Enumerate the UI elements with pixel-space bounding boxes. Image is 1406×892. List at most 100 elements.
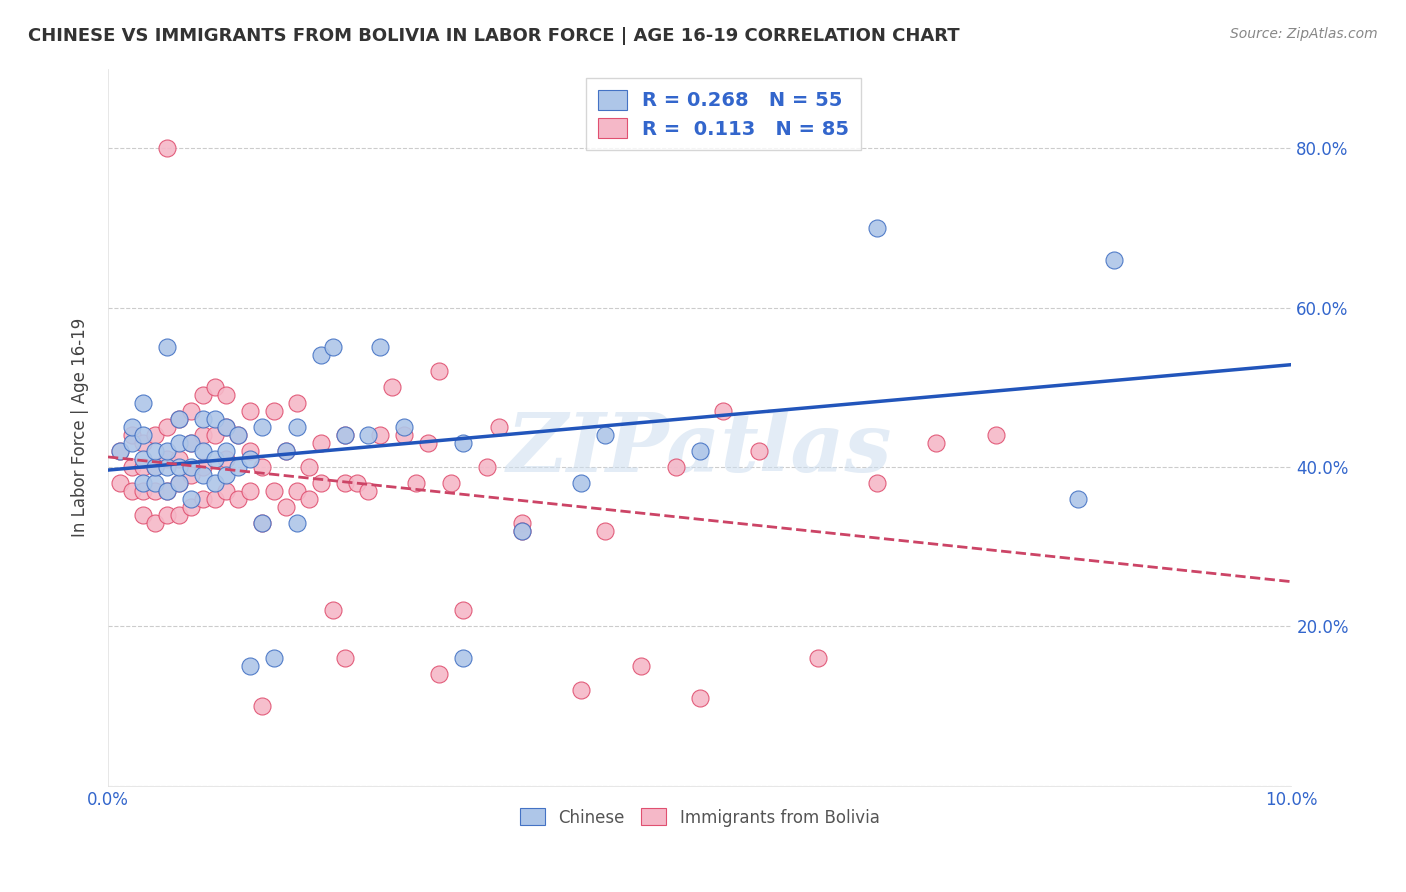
Text: Source: ZipAtlas.com: Source: ZipAtlas.com (1230, 27, 1378, 41)
Point (593, 524, 616, 538)
Point (451, 603, 474, 617)
Point (156, 444, 179, 458)
Point (285, 420, 308, 434)
Point (298, 460, 321, 475)
Point (156, 420, 179, 434)
Text: ZIPatlas: ZIPatlas (508, 409, 893, 489)
Point (440, 475, 463, 490)
Point (204, 452, 226, 467)
Point (322, 603, 344, 617)
Point (121, 460, 143, 475)
Point (156, 483, 179, 498)
Point (346, 475, 368, 490)
Point (180, 460, 202, 475)
Point (1067, 491, 1090, 506)
Point (866, 475, 889, 490)
Point (569, 475, 592, 490)
Point (488, 420, 510, 434)
Point (239, 452, 262, 467)
Point (167, 436, 190, 450)
Y-axis label: In Labor Force | Age 16-19: In Labor Force | Age 16-19 (72, 318, 89, 537)
Point (569, 683, 592, 698)
Point (180, 436, 202, 450)
Point (239, 483, 262, 498)
Point (309, 475, 332, 490)
Point (510, 524, 533, 538)
Point (309, 348, 332, 362)
Point (108, 444, 131, 458)
Point (143, 475, 166, 490)
Point (392, 428, 415, 442)
Point (263, 483, 285, 498)
Point (226, 428, 249, 442)
Point (510, 524, 533, 538)
Point (121, 428, 143, 442)
Point (274, 444, 297, 458)
Point (156, 483, 179, 498)
Point (866, 221, 889, 235)
Point (807, 651, 830, 665)
Point (167, 412, 190, 426)
Point (143, 460, 166, 475)
Point (132, 452, 155, 467)
Point (132, 483, 155, 498)
Point (689, 444, 711, 458)
Point (263, 404, 285, 418)
Point (180, 491, 202, 506)
Point (274, 444, 297, 458)
Point (215, 467, 238, 482)
Point (143, 483, 166, 498)
Point (167, 452, 190, 467)
Point (132, 475, 155, 490)
Point (108, 475, 131, 490)
Point (250, 516, 273, 530)
Point (215, 420, 238, 434)
Point (180, 436, 202, 450)
Point (167, 508, 190, 522)
Point (180, 500, 202, 514)
Point (204, 491, 226, 506)
Point (1102, 252, 1125, 267)
Point (215, 483, 238, 498)
Point (132, 396, 155, 410)
Point (143, 460, 166, 475)
Point (167, 475, 190, 490)
Point (204, 428, 226, 442)
Point (156, 341, 179, 355)
Point (132, 436, 155, 450)
Point (167, 460, 190, 475)
Point (132, 508, 155, 522)
Point (143, 428, 166, 442)
Point (357, 428, 380, 442)
Point (250, 460, 273, 475)
Point (191, 460, 214, 475)
Point (405, 475, 427, 490)
Point (239, 659, 262, 673)
Point (226, 428, 249, 442)
Point (309, 436, 332, 450)
Point (298, 491, 321, 506)
Text: CHINESE VS IMMIGRANTS FROM BOLIVIA IN LABOR FORCE | AGE 16-19 CORRELATION CHART: CHINESE VS IMMIGRANTS FROM BOLIVIA IN LA… (28, 27, 960, 45)
Point (180, 467, 202, 482)
Point (191, 428, 214, 442)
Point (285, 516, 308, 530)
Point (593, 428, 616, 442)
Point (156, 460, 179, 475)
Point (132, 428, 155, 442)
Point (156, 508, 179, 522)
Point (357, 483, 380, 498)
Point (215, 452, 238, 467)
Point (427, 364, 450, 378)
Point (167, 412, 190, 426)
Point (191, 467, 214, 482)
Point (191, 388, 214, 402)
Point (285, 483, 308, 498)
Point (121, 420, 143, 434)
Point (368, 428, 391, 442)
Point (333, 428, 356, 442)
Point (713, 404, 735, 418)
Point (215, 444, 238, 458)
Point (143, 516, 166, 530)
Point (925, 436, 948, 450)
Point (191, 444, 214, 458)
